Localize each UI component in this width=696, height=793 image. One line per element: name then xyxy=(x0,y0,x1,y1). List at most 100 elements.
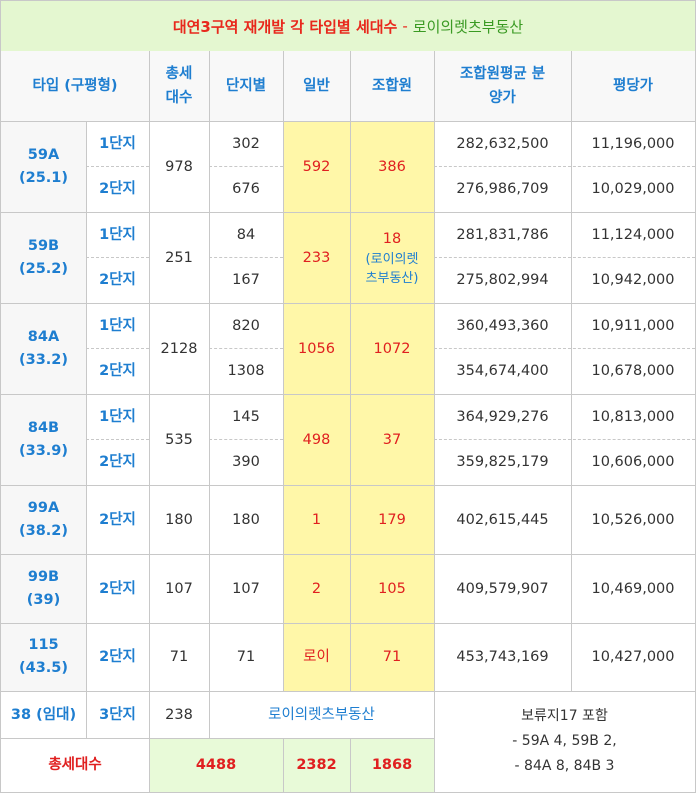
type-cell: 115 (43.5) xyxy=(18,637,69,676)
per-pyeong-cell: 10,606,000 xyxy=(591,454,675,470)
general-cell: 498 xyxy=(302,431,331,448)
member-note: (로이의렛츠부동산) xyxy=(365,251,419,286)
count-cell: 145 xyxy=(232,408,260,425)
price-cell: 360,493,360 xyxy=(456,317,549,334)
totals-total: 4488 xyxy=(195,757,237,773)
sub-row-divider xyxy=(209,257,283,258)
grid-line xyxy=(350,738,351,792)
totals-general: 2382 xyxy=(296,757,337,773)
count-cell: 84 xyxy=(236,226,256,243)
count-cell: 180 xyxy=(232,511,260,528)
total-cell: 107 xyxy=(165,580,193,597)
count-cell: 820 xyxy=(232,317,260,334)
grid-line xyxy=(1,691,695,692)
count-cell: 676 xyxy=(232,181,260,197)
grid-line xyxy=(434,51,435,792)
complex-cell: 2단지 xyxy=(99,272,136,288)
totals-member: 1868 xyxy=(371,757,413,773)
grid-line xyxy=(1,394,695,395)
sub-row-divider xyxy=(86,439,149,440)
complex-cell: 2단지 xyxy=(99,454,136,470)
header-per-complex: 단지별 xyxy=(209,51,283,121)
title-source: 로이의렛츠부동산 xyxy=(412,17,524,36)
grid-line xyxy=(1,623,695,624)
total-cell: 251 xyxy=(165,249,193,266)
remark-cell: 보류지17 포함 - 59A 4, 59B 2, - 84A 8, 84B 3 xyxy=(434,691,695,792)
per-pyeong-cell: 10,813,000 xyxy=(591,408,675,425)
grid-line xyxy=(1,121,695,122)
type-column-bg xyxy=(1,121,86,691)
grid-line xyxy=(1,738,434,739)
count-cell: 390 xyxy=(232,454,260,470)
general-cell: 1 xyxy=(311,511,322,528)
total-cell: 238 xyxy=(165,706,193,723)
total-cell: 71 xyxy=(169,649,189,665)
price-cell: 354,674,400 xyxy=(456,363,549,379)
type-cell: 84B (33.9) xyxy=(18,419,69,459)
header-type: 타입 (구평형) xyxy=(1,51,149,121)
type-cell: 59A (25.1) xyxy=(18,146,69,186)
grid-line xyxy=(1,554,695,555)
grid-line xyxy=(571,51,572,691)
sub-row-divider xyxy=(86,348,149,349)
per-pyeong-cell: 10,678,000 xyxy=(591,363,675,379)
count-cell: 302 xyxy=(232,135,260,152)
sub-row-divider xyxy=(434,166,695,167)
type-cell: 99B (39) xyxy=(26,568,61,608)
table-title: 대연3구역 재개발 각 타입별 세대수 - 로이의렛츠부동산 xyxy=(1,1,695,52)
header-member: 조합원 xyxy=(350,51,434,121)
sub-row-divider xyxy=(209,348,283,349)
complex-cell: 1단지 xyxy=(99,226,136,243)
header-general: 일반 xyxy=(283,51,350,121)
sub-row-divider xyxy=(434,257,695,258)
member-cell: 71 xyxy=(382,649,402,665)
type-cell: 84A (33.2) xyxy=(18,328,69,368)
member-cell: 1072 xyxy=(373,340,411,357)
count-cell: 167 xyxy=(232,272,260,288)
grid-line xyxy=(86,121,87,738)
per-pyeong-cell: 10,526,000 xyxy=(591,511,675,528)
grid-line xyxy=(209,51,210,738)
price-cell: 364,929,276 xyxy=(456,408,549,425)
member-cell: 386 xyxy=(378,158,406,175)
per-pyeong-cell: 10,911,000 xyxy=(591,317,675,334)
header-per-pyeong: 평당가 xyxy=(571,51,695,121)
per-pyeong-cell: 10,427,000 xyxy=(591,649,675,665)
complex-cell: 1단지 xyxy=(99,135,136,152)
per-pyeong-cell: 10,942,000 xyxy=(591,272,675,288)
complex-cell: 3단지 xyxy=(99,706,136,723)
price-cell: 402,615,445 xyxy=(456,511,549,528)
total-cell: 180 xyxy=(165,511,193,528)
total-cell: 535 xyxy=(165,431,193,448)
price-cell: 276,986,709 xyxy=(456,181,549,197)
member-cell: 37 xyxy=(382,431,402,448)
type-cell: 38 (임대) xyxy=(10,706,77,723)
per-pyeong-cell: 10,469,000 xyxy=(591,580,675,597)
complex-cell: 2단지 xyxy=(99,649,136,665)
complex-cell: 1단지 xyxy=(99,408,136,425)
complex-cell: 2단지 xyxy=(99,511,136,528)
price-cell: 409,579,907 xyxy=(456,580,549,597)
general-cell: 2 xyxy=(311,580,322,597)
general-cell: 로이 xyxy=(303,649,330,665)
price-cell: 282,632,500 xyxy=(456,135,549,152)
member-cell: 105 xyxy=(378,580,406,597)
per-pyeong-cell: 10,029,000 xyxy=(591,181,675,197)
sub-row-divider xyxy=(86,166,149,167)
grid-line xyxy=(1,212,695,213)
total-cell: 978 xyxy=(165,158,193,175)
grid-line xyxy=(283,738,284,792)
per-pyeong-cell: 11,124,000 xyxy=(591,226,675,243)
grid-line xyxy=(1,303,695,304)
general-cell: 592 xyxy=(302,158,331,175)
rental-note: 로이의렛츠부동산 xyxy=(268,706,375,723)
complex-cell: 2단지 xyxy=(99,181,136,197)
total-cell: 2128 xyxy=(160,340,198,357)
price-cell: 453,743,169 xyxy=(456,649,549,665)
grid-line xyxy=(1,485,695,486)
complex-cell: 1단지 xyxy=(99,317,136,334)
remark-line: - 59A 4, 59B 2, xyxy=(512,733,617,749)
sub-row-divider xyxy=(209,439,283,440)
remark-line: - 84A 8, 84B 3 xyxy=(514,758,615,774)
grid-line xyxy=(283,51,284,691)
